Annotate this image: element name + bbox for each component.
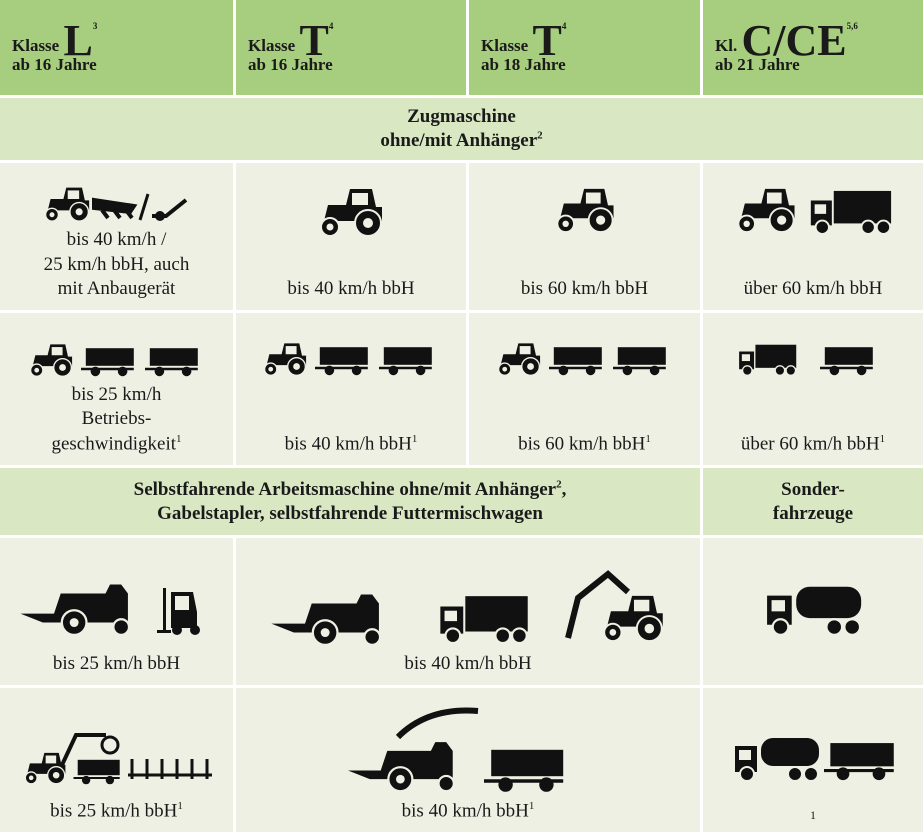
footnote-ref: 1 xyxy=(880,433,886,445)
age: ab 18 Jahre xyxy=(481,55,566,74)
cell: bis 60 km/h bbH xyxy=(469,163,700,310)
vehicle-icon xyxy=(495,342,675,376)
cell-text: bis 40 km/h bbH1 xyxy=(285,432,418,457)
vehicle-icon xyxy=(27,343,207,377)
cell: bis 40 km/h bbH1 xyxy=(236,313,466,465)
footnote-ref: 1 xyxy=(412,433,418,445)
vehicle-icon xyxy=(348,707,588,793)
age: ab 21 Jahre xyxy=(715,55,800,74)
footnote-ref: 3 xyxy=(93,21,98,31)
cell-text: bis 40 km/h bbH xyxy=(287,277,414,302)
footnote-ref: 5,6 xyxy=(847,21,858,31)
footnote-ref: 1 xyxy=(529,800,535,812)
cell: bis 25 km/h bbH1 xyxy=(0,688,233,832)
section-title: ohne/mit Anhänger xyxy=(380,130,537,151)
vehicle-icon xyxy=(22,725,212,785)
footnote-ref: 1 xyxy=(645,433,651,445)
footnote-ref: 1 xyxy=(176,433,182,445)
cell-text: über 60 km/h bbH1 xyxy=(741,432,885,457)
text-line: bis 25 km/h xyxy=(51,383,181,408)
cell: über 60 km/h bbH1 xyxy=(703,313,923,465)
text-line: mit Anbaugerät xyxy=(44,277,190,302)
cell-text: bis 40 km/h bbH1 xyxy=(402,799,535,824)
cell-text: bis 60 km/h bbH1 xyxy=(518,432,651,457)
vehicle-icon xyxy=(728,732,898,782)
text-line: bis 40 km/h bbH xyxy=(285,433,412,454)
section-title: Sonder- xyxy=(703,478,923,502)
cell: bis 40 km/h bbH xyxy=(236,538,700,685)
text-line: geschwindigkeit xyxy=(51,433,176,454)
cell-text: bis 60 km/h bbH xyxy=(521,277,648,302)
footnote-ref: 4 xyxy=(329,21,334,31)
cell: bis 40 km/h bbH xyxy=(236,163,466,310)
footnote-ref: 1 xyxy=(177,800,183,812)
text-line: bis 60 km/h bbH xyxy=(518,433,645,454)
text-line: bis 40 km/h / xyxy=(44,228,190,253)
cell-text: bis 25 km/h bbH1 xyxy=(50,799,183,824)
cell: über 60 km/h bbH xyxy=(703,163,923,310)
vehicle-icon xyxy=(733,342,893,376)
text-line: 25 km/h bbH, auch xyxy=(44,253,190,278)
text-line: über 60 km/h bbH xyxy=(741,433,880,454)
cell: bis 60 km/h bbH1 xyxy=(469,313,700,465)
vehicle-icon xyxy=(42,186,192,222)
section-title: Zugmaschine xyxy=(0,105,923,129)
section-title: , xyxy=(562,479,567,500)
age: ab 16 Jahre xyxy=(248,55,333,74)
cell-text: über 60 km/h bbH xyxy=(744,277,883,302)
vehicle-icon xyxy=(758,580,868,636)
cell: bis 25 km/h bbH xyxy=(0,538,233,685)
cell: bis 40 km/h bbH1 xyxy=(236,688,700,832)
text-line: Betriebs- xyxy=(51,407,181,432)
class-prefix: Klasse xyxy=(481,36,528,55)
page: Klasse L3ab 16 Jahre Klasse T4ab 16 Jahr… xyxy=(0,0,923,832)
vehicle-icon xyxy=(268,564,668,644)
vehicle-icon xyxy=(733,187,893,235)
class-prefix: Klasse xyxy=(12,36,59,55)
age: ab 16 Jahre xyxy=(12,55,97,74)
text-line: bis 40 km/h bbH xyxy=(402,800,529,821)
footnote-ref: 1 xyxy=(810,808,816,824)
vehicle-icon xyxy=(552,187,618,233)
class-prefix: Klasse xyxy=(248,36,295,55)
section-header: Zugmaschine ohne/mit Anhänger2 xyxy=(0,98,923,160)
vehicle-icon xyxy=(17,580,217,636)
cell-text: bis 40 km/h bbH xyxy=(404,652,531,677)
section-title: Selbstfahrende Arbeitsmaschine ohne/mit … xyxy=(134,479,556,500)
vehicle-icon xyxy=(316,187,386,237)
text-line: bis 25 km/h bbH xyxy=(50,800,177,821)
footnote-ref: 2 xyxy=(537,130,543,142)
class-prefix: Kl. xyxy=(715,36,737,55)
section-title: Gabelstapler, selbstfahrende Futtermisch… xyxy=(0,502,700,526)
footnote-ref: 4 xyxy=(562,21,567,31)
section-header: Selbstfahrende Arbeitsmaschine ohne/mit … xyxy=(0,468,700,535)
cell: 1 xyxy=(703,688,923,832)
vehicle-icon xyxy=(261,342,441,376)
section-title: fahrzeuge xyxy=(703,502,923,526)
cell-text: bis 25 km/h bbH xyxy=(53,652,180,677)
cell xyxy=(703,538,923,685)
section-header: Sonder- fahrzeuge xyxy=(703,468,923,535)
